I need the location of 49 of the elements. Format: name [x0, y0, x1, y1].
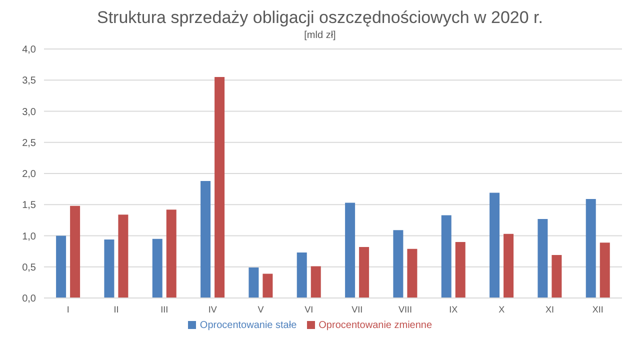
y-tick-label: 1,0 — [22, 231, 36, 242]
x-tick-label: III — [160, 304, 168, 314]
bar — [248, 268, 259, 298]
legend-label: Oprocentowanie stałe — [200, 320, 297, 331]
bar — [600, 242, 610, 298]
y-tick-label: 0,0 — [22, 294, 36, 305]
bar — [70, 206, 80, 298]
bar — [552, 255, 562, 298]
bar — [296, 252, 307, 298]
x-tick-label: XI — [545, 304, 554, 314]
bar — [359, 246, 370, 298]
bar — [490, 192, 500, 298]
y-tick-label: 4,0 — [22, 44, 36, 56]
x-tick-label: VIII — [398, 304, 412, 314]
y-tick-label: 3,0 — [22, 106, 36, 118]
y-tick-label: 0,5 — [22, 262, 36, 274]
bar — [441, 215, 452, 298]
bar — [538, 218, 548, 298]
bar — [345, 202, 356, 298]
bar — [586, 199, 596, 298]
bar — [200, 180, 211, 298]
bar — [455, 242, 466, 298]
bar — [166, 210, 176, 298]
chart-title: Struktura sprzedaży obligacji oszczędnościowych w 2020 r. — [96, 8, 544, 28]
x-tick-label: II — [114, 304, 119, 314]
bar — [214, 77, 225, 298]
bar — [504, 234, 514, 298]
x-tick-label: I — [66, 304, 70, 314]
bar — [152, 238, 162, 298]
bar — [407, 248, 418, 298]
bar — [118, 214, 128, 298]
y-tick-label: 3,5 — [22, 76, 36, 87]
legend-label: Oprocentowanie zmienne — [318, 320, 432, 331]
x-tick-label: VII — [352, 304, 363, 314]
bar — [393, 230, 404, 298]
y-tick-label: 2,0 — [22, 169, 36, 180]
y-tick-label: 2,5 — [22, 138, 36, 149]
bar — [262, 274, 273, 298]
chart-subtitle: [mld zł] — [303, 30, 337, 41]
bar — [310, 266, 321, 298]
x-tick-label: VI — [304, 304, 314, 314]
bar — [104, 239, 114, 298]
y-tick-label: 1,5 — [22, 200, 36, 212]
x-tick-label: V — [258, 304, 264, 314]
x-tick-label: XII — [592, 304, 604, 314]
x-tick-label: X — [498, 304, 505, 314]
bar — [56, 236, 66, 298]
x-tick-label: IV — [208, 304, 217, 314]
x-tick-label: IX — [449, 304, 458, 314]
